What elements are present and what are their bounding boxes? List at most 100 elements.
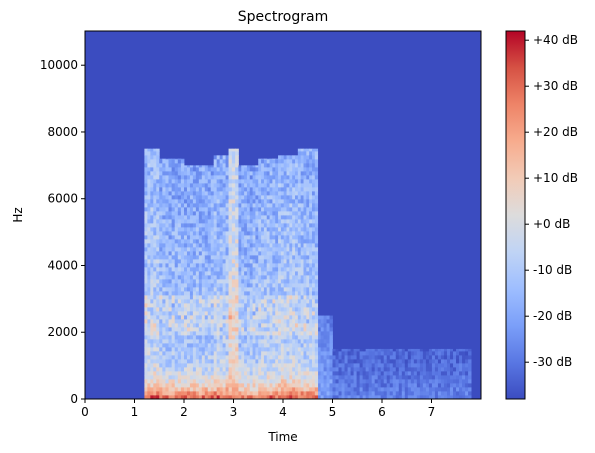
heat-cell bbox=[314, 199, 319, 204]
heat-cell bbox=[168, 167, 173, 172]
heat-cell bbox=[171, 255, 176, 260]
heat-cell bbox=[184, 227, 188, 232]
heat-cell bbox=[189, 375, 194, 380]
heat-cell bbox=[207, 271, 212, 276]
heat-cell bbox=[323, 363, 327, 368]
heat-cell bbox=[295, 155, 299, 160]
heat-cell bbox=[252, 315, 256, 320]
heat-cell bbox=[228, 379, 233, 384]
heat-cell bbox=[219, 379, 224, 384]
heat-cell bbox=[380, 395, 385, 399]
heat-cell bbox=[286, 391, 290, 396]
heat-cell bbox=[255, 283, 259, 288]
heat-cell bbox=[280, 251, 285, 256]
heat-cell bbox=[195, 247, 200, 252]
heat-cell bbox=[311, 159, 316, 164]
heat-cell bbox=[295, 183, 299, 188]
heat-cell bbox=[228, 343, 233, 348]
heat-cell bbox=[235, 183, 239, 188]
heat-cell bbox=[246, 367, 251, 372]
heat-cell bbox=[144, 395, 148, 399]
heat-cell bbox=[147, 279, 151, 284]
heat-cell bbox=[246, 279, 251, 284]
heat-cell bbox=[306, 371, 310, 376]
heat-cell bbox=[335, 379, 339, 384]
heat-cell bbox=[207, 183, 212, 188]
heat-cell bbox=[283, 227, 287, 232]
heat-cell bbox=[201, 271, 206, 276]
heat-cell bbox=[465, 379, 469, 384]
heat-cell bbox=[309, 195, 313, 200]
heat-cell bbox=[180, 387, 185, 392]
heat-cell bbox=[174, 259, 179, 264]
heat-cell bbox=[289, 371, 293, 376]
heat-cell bbox=[266, 395, 270, 399]
heat-cell bbox=[225, 363, 229, 368]
heat-cell bbox=[311, 247, 316, 252]
heat-cell bbox=[198, 195, 203, 200]
heat-cell bbox=[300, 151, 304, 156]
heat-cell bbox=[222, 299, 226, 304]
heat-cell bbox=[440, 355, 445, 360]
heat-cell bbox=[222, 275, 226, 280]
heat-cell bbox=[266, 287, 270, 292]
heat-cell bbox=[374, 379, 379, 384]
heat-cell bbox=[213, 347, 218, 352]
heat-cell bbox=[289, 343, 293, 348]
x-tick-label: 5 bbox=[329, 405, 337, 419]
heat-cell bbox=[171, 391, 176, 396]
heat-cell bbox=[235, 339, 239, 344]
heat-cell bbox=[286, 287, 290, 292]
heat-cell bbox=[252, 343, 256, 348]
heat-cell bbox=[144, 155, 148, 160]
heat-cell bbox=[338, 371, 342, 376]
heat-cell bbox=[317, 351, 322, 356]
heat-cell bbox=[162, 279, 166, 284]
heat-cell bbox=[186, 227, 191, 232]
heat-cell bbox=[269, 179, 273, 184]
heat-cell bbox=[306, 347, 310, 352]
heat-cell bbox=[246, 167, 251, 172]
heat-cell bbox=[204, 351, 209, 356]
heat-cell bbox=[147, 203, 151, 208]
heat-cell bbox=[314, 375, 319, 380]
heat-cell bbox=[295, 255, 299, 260]
heat-cell bbox=[252, 287, 256, 292]
heat-cell bbox=[231, 271, 236, 276]
heat-cell bbox=[266, 163, 270, 168]
heat-cell bbox=[295, 331, 299, 336]
heat-cell bbox=[216, 395, 221, 399]
heat-cell bbox=[255, 243, 259, 248]
heat-cell bbox=[314, 259, 319, 264]
heat-cell bbox=[219, 195, 224, 200]
heat-cell bbox=[162, 363, 166, 368]
heat-cell bbox=[309, 211, 313, 216]
heat-cell bbox=[216, 239, 221, 244]
heat-cell bbox=[292, 183, 296, 188]
heat-cell bbox=[184, 243, 188, 248]
heat-cell bbox=[407, 348, 412, 352]
heat-cell bbox=[272, 271, 276, 276]
heat-cell bbox=[207, 303, 212, 308]
heat-cell bbox=[195, 167, 200, 172]
heat-cell bbox=[278, 291, 282, 296]
heat-cell bbox=[263, 227, 268, 232]
heat-cell bbox=[225, 163, 229, 168]
heat-cell bbox=[266, 371, 270, 376]
heat-cell bbox=[283, 319, 287, 324]
heat-cell bbox=[184, 327, 188, 332]
heat-cell bbox=[289, 235, 293, 240]
heat-cell bbox=[392, 387, 397, 392]
heat-cell bbox=[286, 183, 290, 188]
heat-cell bbox=[180, 295, 185, 300]
heat-cell bbox=[410, 379, 415, 384]
heat-cell bbox=[184, 387, 188, 392]
heat-cell bbox=[213, 255, 218, 260]
heat-cell bbox=[180, 251, 185, 256]
heat-cell bbox=[207, 287, 212, 292]
heat-cell bbox=[213, 307, 218, 312]
heat-cell bbox=[153, 359, 157, 364]
heat-cell bbox=[222, 239, 226, 244]
heat-cell bbox=[165, 251, 169, 256]
heat-cell bbox=[392, 391, 397, 396]
